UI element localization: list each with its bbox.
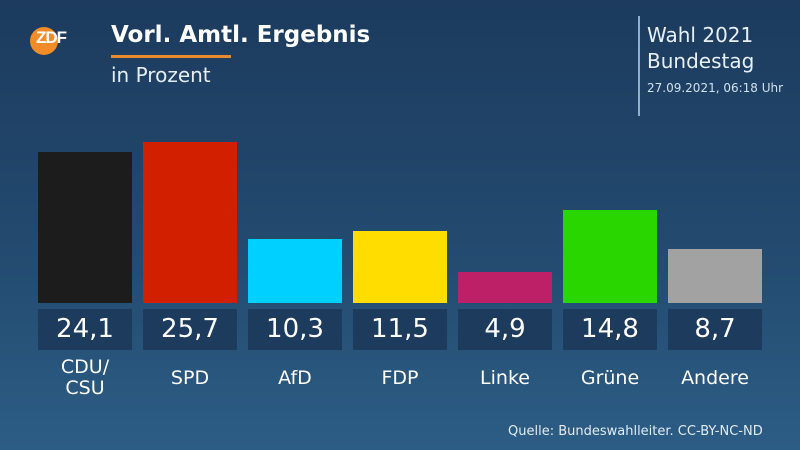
chart-subtitle: in Prozent <box>111 63 211 87</box>
value-label: 8,7 <box>668 309 762 350</box>
party-label: FDP <box>353 368 447 389</box>
value-label: 14,8 <box>563 309 657 350</box>
party-label-line1: Andere <box>681 367 749 389</box>
party-label: Grüne <box>563 368 657 389</box>
party-label: Linke <box>458 368 552 389</box>
party-label: CDU/CSU <box>38 357 132 399</box>
timestamp: 27.09.2021, 06:18 Uhr <box>647 81 784 95</box>
zdf-logo-text: ZDF <box>36 28 67 47</box>
election-body: Bundestag <box>647 49 755 73</box>
party-label-line1: FDP <box>381 367 419 389</box>
party-label: Andere <box>668 368 762 389</box>
bar-andere <box>668 249 762 303</box>
value-label: 4,9 <box>458 309 552 350</box>
bar-cdu <box>38 152 132 303</box>
source-credit: Quelle: Bundeswahlleiter. CC-BY-NC-ND <box>508 424 763 439</box>
bar-linke <box>458 272 552 303</box>
header-divider <box>638 16 640 116</box>
bar-grne <box>563 210 657 303</box>
bar-afd <box>248 239 342 303</box>
party-label-line2: CSU <box>65 377 105 399</box>
value-label: 11,5 <box>353 309 447 350</box>
party-label-line1: Linke <box>480 367 530 389</box>
party-label-line1: SPD <box>170 367 210 389</box>
chart-title: Vorl. Amtl. Ergebnis <box>111 22 371 48</box>
party-label: AfD <box>248 368 342 389</box>
party-label-line1: AfD <box>278 367 312 389</box>
value-label: 10,3 <box>248 309 342 350</box>
zdf-logo-circle-icon <box>30 27 58 55</box>
party-label-line1: Grüne <box>580 367 640 389</box>
title-underline <box>111 55 231 58</box>
value-label: 25,7 <box>143 309 237 350</box>
value-label: 24,1 <box>38 309 132 350</box>
election-name: Wahl 2021 <box>647 23 754 47</box>
bar-spd <box>143 142 237 303</box>
bar-fdp <box>353 231 447 303</box>
party-label: SPD <box>143 368 237 389</box>
party-label-line1: CDU/ <box>60 356 110 378</box>
